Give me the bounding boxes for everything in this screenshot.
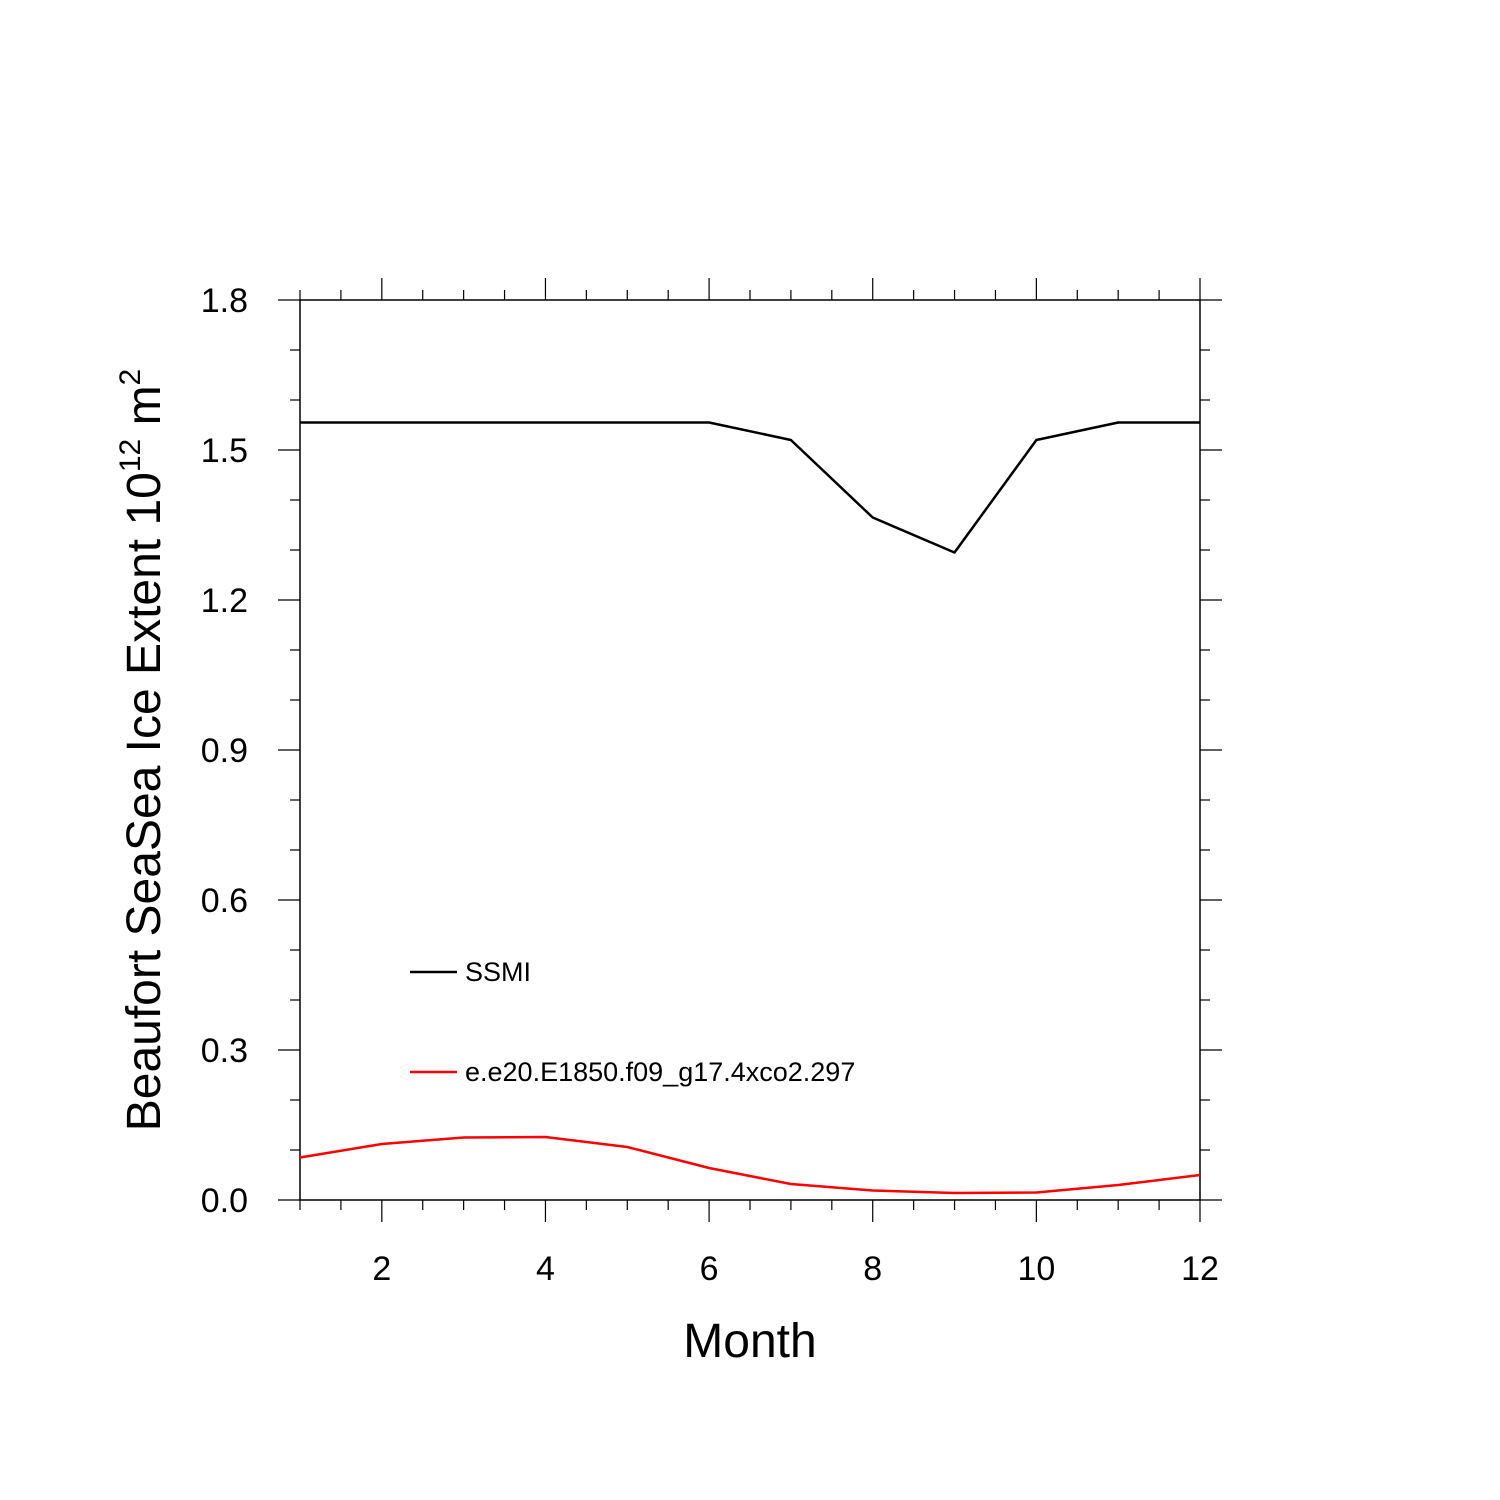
y-tick-label: 0.6: [201, 882, 248, 920]
y-axis-title-exponent: 12: [114, 439, 147, 472]
x-axis-title: Month: [683, 1315, 816, 1368]
x-tick-label: 2: [372, 1250, 391, 1288]
series-line-1: [300, 421, 1200, 554]
y-tick-label: 1.2: [201, 582, 248, 620]
x-tick-label: 6: [700, 1250, 719, 1288]
legend-label: SSMI: [465, 957, 531, 987]
y-tick-label: 0.0: [201, 1182, 248, 1220]
axis-tick-labels: 2 4 6 8 10 12 0.0 0.3 0.6 0.9 1.2 1.5 1.8: [201, 282, 1219, 1288]
y-tick-label: 0.3: [201, 1032, 248, 1070]
x-tick-label: 8: [863, 1250, 882, 1288]
y-tick-label: 1.8: [201, 282, 248, 320]
x-tick-label: 12: [1181, 1250, 1219, 1288]
y-axis-title-prefix: Beaufort SeaSea Ice Extent 10: [118, 472, 171, 1131]
x-tick-label: 4: [536, 1250, 555, 1288]
series-line-2: [299, 1135, 1201, 1195]
y-axis-title: Beaufort SeaSea Ice Extent 1012 m2: [114, 369, 171, 1132]
legend-label: e.e20.E1850.f09_g17.4xco2.297: [465, 1057, 855, 1087]
axis-ticks: [278, 278, 1222, 1222]
x-tick-label: 10: [1017, 1250, 1055, 1288]
series-layer: [299, 421, 1201, 1195]
y-axis-title-unit: m: [118, 385, 171, 438]
y-tick-label: 0.9: [201, 732, 248, 770]
y-tick-label: 1.5: [201, 432, 248, 470]
y-axis-title-unit-exponent: 2: [114, 369, 147, 386]
legend: SSMI e.e20.E1850.f09_g17.4xco2.297: [410, 957, 855, 1087]
